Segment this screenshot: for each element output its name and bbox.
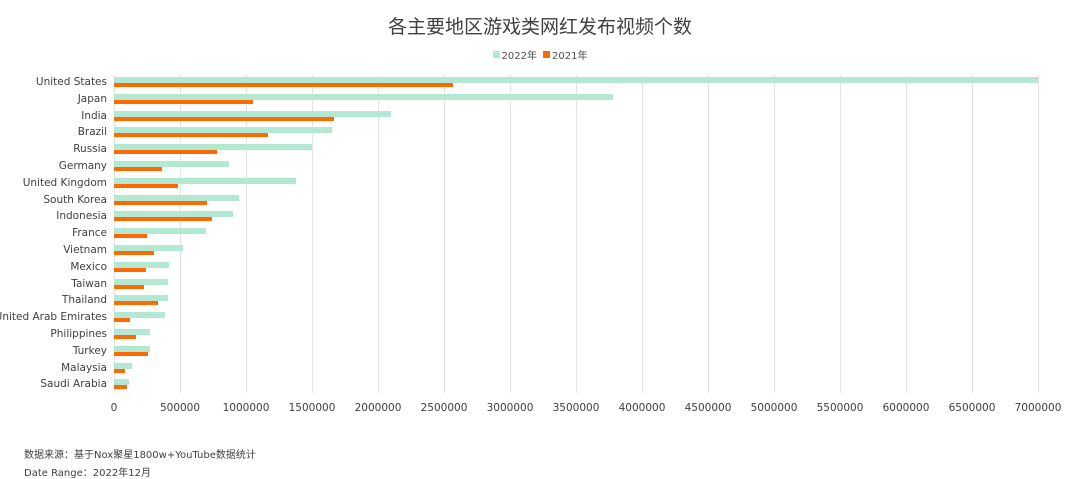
bar-2021[interactable] <box>114 99 253 104</box>
gridline <box>312 75 313 393</box>
bar-2021[interactable] <box>114 234 147 239</box>
gridline <box>1038 75 1039 393</box>
bar-2021[interactable] <box>114 284 145 289</box>
data-source-note: 数据来源：基于Nox聚星1800w+YouTube数据统计 <box>24 450 256 461</box>
bar-2021[interactable] <box>114 335 137 339</box>
category-label: Brazil <box>77 126 107 139</box>
bar-2021[interactable] <box>114 150 217 155</box>
legend-swatch-2021 <box>543 51 550 58</box>
bar-2022[interactable] <box>114 93 613 100</box>
x-tick-label: 4500000 <box>684 402 732 414</box>
x-tick-label: 6500000 <box>948 402 996 414</box>
bar-2022[interactable] <box>114 312 165 319</box>
x-tick-label: 4000000 <box>618 402 666 414</box>
category-label: India <box>81 109 107 122</box>
x-tick-label: 0 <box>110 402 118 414</box>
legend-item-2022[interactable]: 2022年 <box>492 47 537 62</box>
gridline <box>774 75 775 393</box>
bar-2021[interactable] <box>114 217 213 222</box>
category-label: Indonesia <box>56 210 107 223</box>
bar-2022[interactable] <box>114 144 312 151</box>
bar-2022[interactable] <box>114 362 133 369</box>
gridline <box>906 75 907 393</box>
x-tick-label: 500000 <box>159 402 201 414</box>
bar-2021[interactable] <box>114 183 179 188</box>
category-label: Philippines <box>50 328 107 340</box>
gridline <box>444 75 445 393</box>
category-label: United Kingdom <box>22 176 107 189</box>
category-label: Thailand <box>61 294 107 307</box>
category-label: Saudi Arabia <box>40 378 107 391</box>
gridline <box>576 75 577 393</box>
x-tick-label: 7000000 <box>1014 402 1062 414</box>
bar-2022[interactable] <box>114 278 169 285</box>
bar-2022[interactable] <box>114 245 183 251</box>
x-tick-label: 2500000 <box>420 402 468 414</box>
bar-2021[interactable] <box>114 385 127 390</box>
bar-2021[interactable] <box>114 368 126 373</box>
bar-2021[interactable] <box>114 83 454 87</box>
bar-2022[interactable] <box>114 379 129 386</box>
x-tick-label: 2000000 <box>354 402 402 414</box>
bar-2022[interactable] <box>114 77 1038 83</box>
gridline <box>972 75 973 393</box>
legend-label-2021: 2021年 <box>552 51 588 62</box>
category-label: Taiwan <box>71 277 107 290</box>
x-tick-label: 3500000 <box>552 402 600 414</box>
bar-2021[interactable] <box>114 133 269 138</box>
category-label: Germany <box>58 160 107 172</box>
legend-label-2022: 2022年 <box>501 51 537 62</box>
category-label: Mexico <box>70 260 107 273</box>
gridline <box>378 75 379 393</box>
bar-2021[interactable] <box>114 116 335 121</box>
category-label: Malaysia <box>61 361 107 374</box>
gridline <box>510 75 511 393</box>
category-label: United States <box>35 76 107 88</box>
legend-swatch-2022 <box>492 51 500 58</box>
bar-2022[interactable] <box>114 177 297 184</box>
bar-2022[interactable] <box>114 161 229 167</box>
bar-2021[interactable] <box>114 318 130 323</box>
x-tick-label: 6000000 <box>882 402 930 414</box>
category-label: Russia <box>73 143 107 156</box>
bar-2022[interactable] <box>114 110 392 117</box>
bar-2022[interactable] <box>114 295 169 302</box>
bar-2022[interactable] <box>114 345 150 352</box>
bar-2021[interactable] <box>114 301 158 306</box>
plot-area <box>114 75 1039 393</box>
bar-2022[interactable] <box>114 228 207 235</box>
category-label: South Korea <box>43 193 107 206</box>
legend-item-2021[interactable]: 2021年 <box>543 47 587 62</box>
x-tick-label: 1000000 <box>222 402 270 414</box>
bar-2022[interactable] <box>114 127 332 134</box>
gridline <box>246 75 247 393</box>
x-tick-label: 5500000 <box>816 402 864 414</box>
bar-2021[interactable] <box>114 351 148 356</box>
x-tick-label: 5000000 <box>750 402 798 414</box>
category-label: United Arab Emirates <box>0 311 107 324</box>
category-label: Vietnam <box>63 244 107 256</box>
date-range-note: Date Range：2022年12月 <box>24 468 151 479</box>
bar-2021[interactable] <box>114 200 208 205</box>
chart-title: 各主要地区游戏类网红发布视频个数 <box>387 16 692 38</box>
category-label: France <box>72 227 107 240</box>
legend: 2022年 2021年 <box>0 47 1080 62</box>
category-label: Japan <box>77 92 107 105</box>
bar-2022[interactable] <box>114 261 170 268</box>
bar-2022[interactable] <box>114 329 150 335</box>
bar-2021[interactable] <box>114 251 154 255</box>
x-tick-label: 3000000 <box>486 402 534 414</box>
x-tick-label: 1500000 <box>288 402 336 414</box>
bar-2022[interactable] <box>114 211 233 218</box>
gridline <box>840 75 841 393</box>
bar-2022[interactable] <box>114 194 240 201</box>
gridline <box>642 75 643 393</box>
bar-2021[interactable] <box>114 267 146 272</box>
bar-2021[interactable] <box>114 167 163 171</box>
gridline <box>708 75 709 393</box>
category-label: Turkey <box>72 344 107 357</box>
